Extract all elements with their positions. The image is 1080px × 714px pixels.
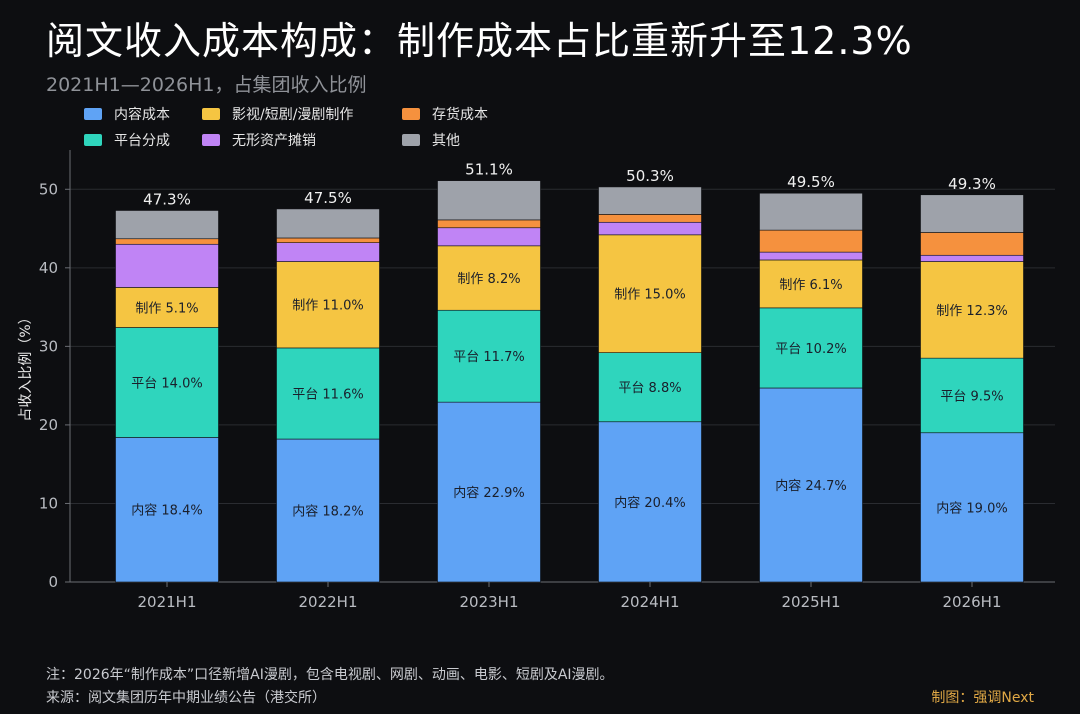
bar-total-label: 47.3% xyxy=(143,190,191,208)
bar-segment xyxy=(759,259,863,309)
x-tick-label: 2026H1 xyxy=(943,593,1002,611)
bar-segment xyxy=(598,234,702,353)
bar-segment xyxy=(598,214,702,223)
bar-segment xyxy=(437,219,541,229)
bar-segment xyxy=(437,245,541,311)
bar-segment xyxy=(276,438,380,583)
bar-segment xyxy=(920,232,1024,256)
segment-label: 内容 24.7% xyxy=(775,478,846,494)
legend-swatch xyxy=(202,108,220,120)
bar-segment xyxy=(115,287,219,328)
bar-segment xyxy=(437,401,541,583)
x-tick-label: 2022H1 xyxy=(299,593,358,611)
segment-label: 平台 9.5% xyxy=(940,389,1003,404)
legend-swatch xyxy=(84,108,102,120)
bar-segment xyxy=(920,254,1024,262)
bar-segment xyxy=(276,347,380,440)
segment-label: 制作 6.1% xyxy=(779,278,842,293)
segment-label: 内容 19.0% xyxy=(936,500,1007,516)
legend-item-amortization: 无形资产摊销 xyxy=(202,130,402,150)
legend-label: 内容成本 xyxy=(114,107,170,123)
bar-segment xyxy=(759,192,863,231)
x-tick-label: 2023H1 xyxy=(460,593,519,611)
y-tick-label: 20 xyxy=(39,416,58,434)
legend-label: 无形资产摊销 xyxy=(232,133,316,149)
segment-label: 内容 18.2% xyxy=(292,504,363,520)
bar-segment xyxy=(759,251,863,261)
legend-item-other: 其他 xyxy=(402,130,552,150)
bar-segment xyxy=(598,221,702,236)
segment-label: 内容 22.9% xyxy=(453,485,524,501)
bar-segment xyxy=(437,227,541,247)
footnote: 注：2026年“制作成本”口径新增AI漫剧，包含电视剧、网剧、动画、电影、短剧及… xyxy=(46,667,614,683)
segment-label: 平台 14.0% xyxy=(131,376,202,391)
segment-label: 制作 12.3% xyxy=(936,304,1007,319)
bar-segment xyxy=(598,186,702,215)
legend-item-production: 影视/短剧/漫剧制作 xyxy=(202,104,402,124)
y-tick-label: 10 xyxy=(39,494,58,512)
bar-segment xyxy=(920,261,1024,359)
legend-swatch xyxy=(402,108,420,120)
segment-label: 制作 8.2% xyxy=(457,272,520,287)
segment-label: 平台 8.8% xyxy=(618,381,681,396)
bar-segment xyxy=(920,194,1024,233)
segment-label: 内容 18.4% xyxy=(131,503,202,519)
bar-segment xyxy=(115,210,219,240)
legend-label: 存货成本 xyxy=(432,107,488,123)
chart-subtitle: 2021H1—2026H1，占集团收入比例 xyxy=(46,74,367,96)
bar-segment xyxy=(115,238,219,245)
legend-item-inventory: 存货成本 xyxy=(402,104,552,124)
legend-label: 平台分成 xyxy=(114,133,170,149)
legend-item-content-cost: 内容成本 xyxy=(84,104,202,124)
bar-segment xyxy=(115,243,219,288)
bar-segment xyxy=(598,352,702,423)
legend-swatch xyxy=(402,134,420,146)
bar-total-label: 50.3% xyxy=(626,167,674,185)
chart-title: 阅文收入成本构成：制作成本占比重新升至12.3% xyxy=(46,19,913,63)
bar-total-label: 51.1% xyxy=(465,161,513,179)
bar-segment xyxy=(276,242,380,262)
legend-label: 影视/短剧/漫剧制作 xyxy=(232,107,354,123)
bar-segment xyxy=(920,432,1024,583)
segment-label: 平台 11.6% xyxy=(292,387,363,402)
bar-total-label: 49.3% xyxy=(948,175,996,193)
y-tick-label: 0 xyxy=(48,573,58,591)
x-tick-label: 2025H1 xyxy=(782,593,841,611)
bar-total-label: 47.5% xyxy=(304,189,352,207)
segment-label: 制作 11.0% xyxy=(292,299,363,314)
segment-label: 平台 11.7% xyxy=(453,350,524,365)
legend-swatch xyxy=(202,134,220,146)
legend-item-platform: 平台分成 xyxy=(84,130,202,150)
bar-segment xyxy=(276,208,380,239)
bar-segment xyxy=(759,387,863,583)
bar-segment xyxy=(437,180,541,221)
y-tick-label: 30 xyxy=(39,337,58,355)
bar-total-label: 49.5% xyxy=(787,173,835,191)
source-note: 来源：阅文集团历年中期业绩公告（港交所） xyxy=(46,690,326,706)
bar-segment xyxy=(115,437,219,583)
segment-label: 制作 15.0% xyxy=(614,288,685,303)
bar-segment xyxy=(759,307,863,389)
credit: 制图：强调Next xyxy=(931,690,1034,706)
segment-label: 内容 20.4% xyxy=(614,495,685,511)
bar-segment xyxy=(276,237,380,243)
segment-label: 制作 5.1% xyxy=(135,301,198,316)
y-axis-label: 占收入比例（%） xyxy=(18,310,34,421)
bar-segment xyxy=(437,309,541,403)
y-tick-label: 40 xyxy=(39,259,58,277)
bar-segment xyxy=(759,229,863,253)
bar-segment xyxy=(276,261,380,349)
y-tick-label: 50 xyxy=(39,180,58,198)
x-tick-label: 2021H1 xyxy=(138,593,197,611)
legend-label: 其他 xyxy=(432,133,460,149)
legend-swatch xyxy=(84,134,102,146)
segment-label: 平台 10.2% xyxy=(775,342,846,357)
bar-segment xyxy=(920,357,1024,434)
legend: 内容成本 影视/短剧/漫剧制作 存货成本 平台分成 无形资产摊销 其他 xyxy=(84,104,552,150)
bar-segment xyxy=(598,421,702,583)
x-tick-label: 2024H1 xyxy=(621,593,680,611)
